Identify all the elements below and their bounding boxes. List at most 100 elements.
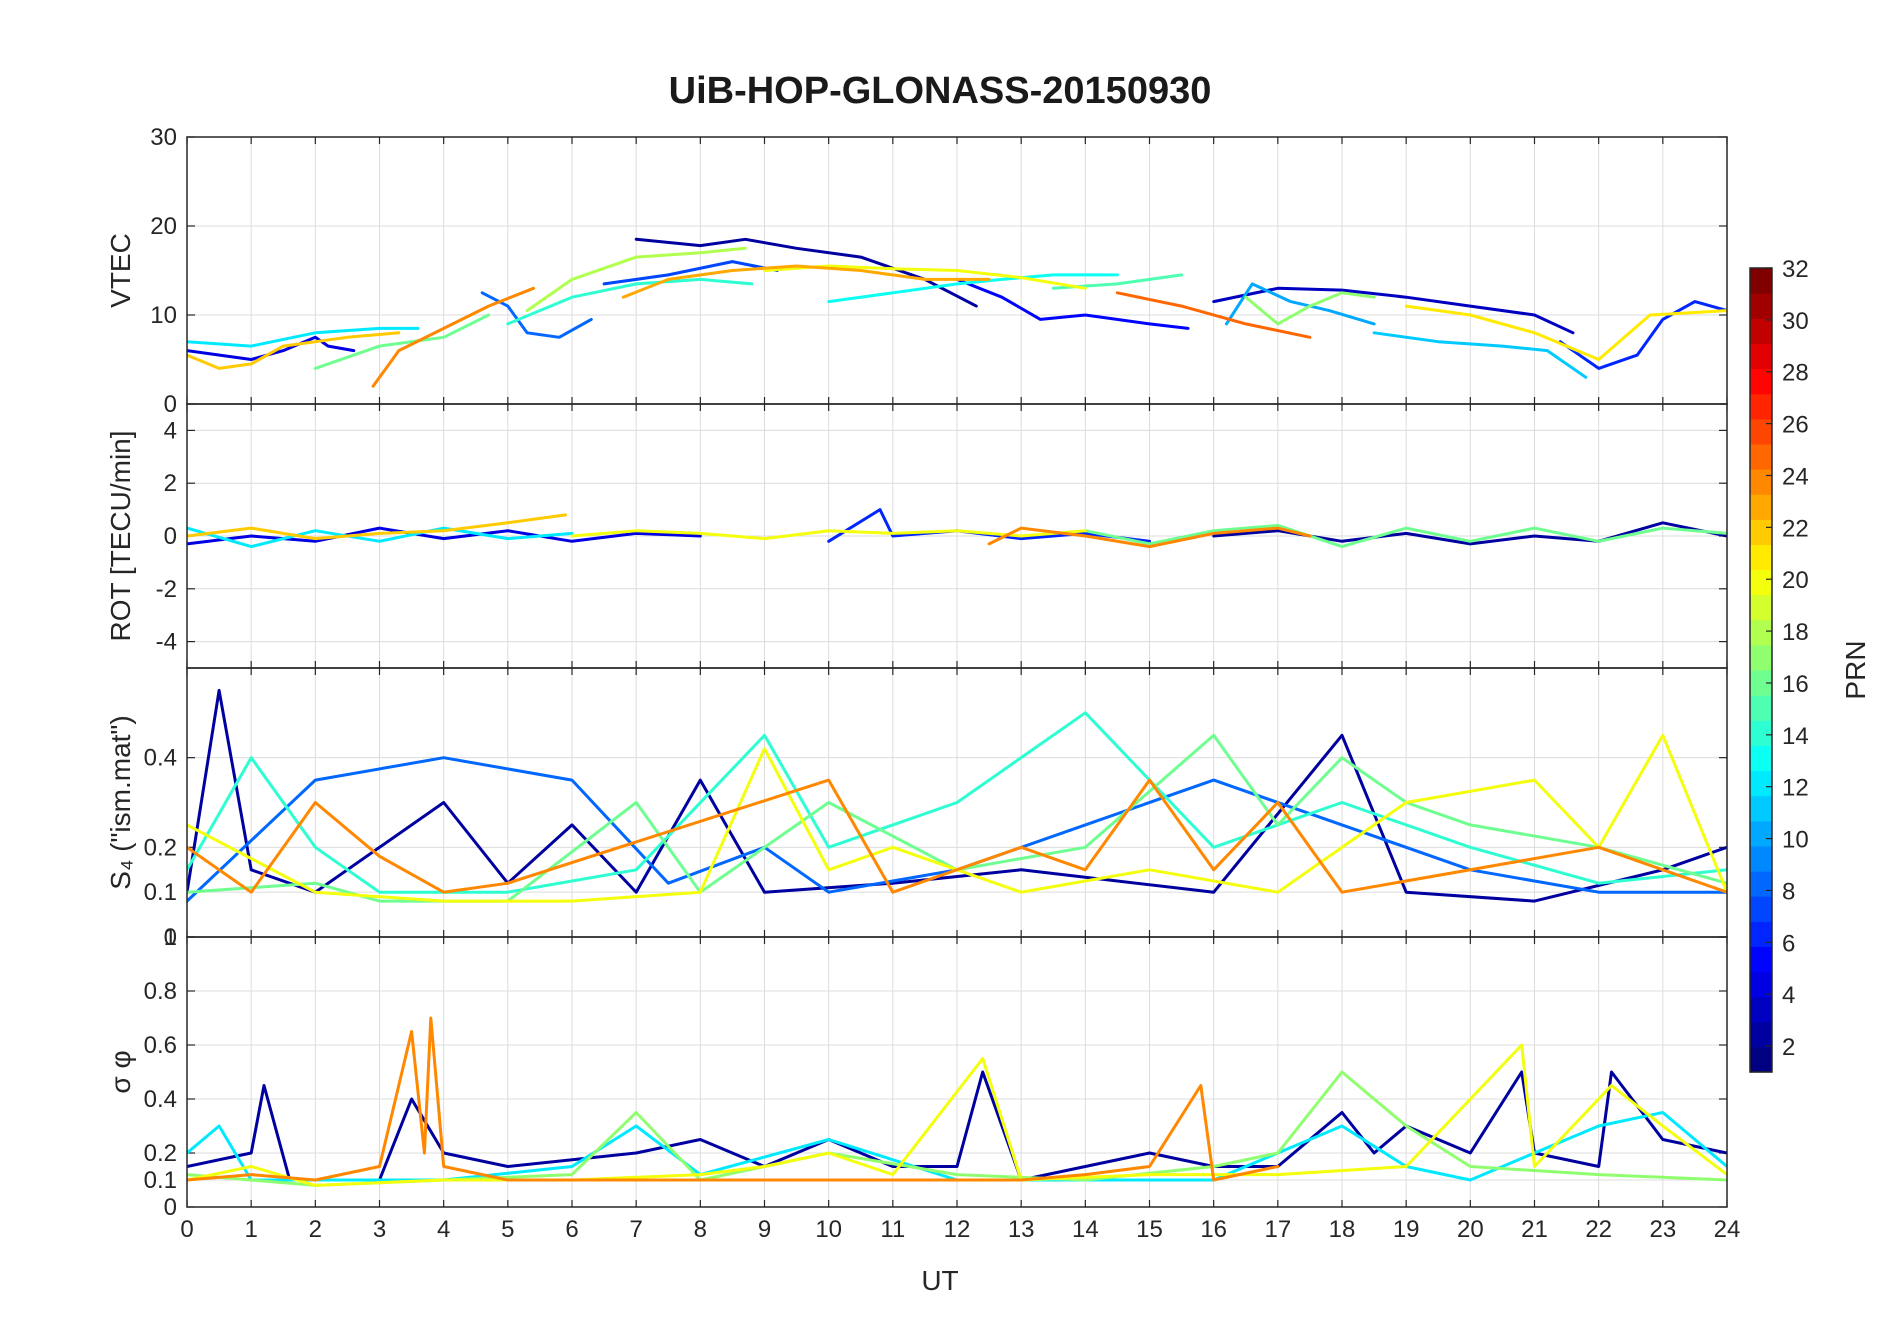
- series-line-prn-23: [621, 264, 991, 299]
- series-group: [187, 237, 1727, 388]
- colorbar-segment: [1750, 594, 1772, 621]
- x-tick-label: 8: [694, 1216, 707, 1243]
- colorbar-tick-label: 30: [1782, 308, 1809, 335]
- y-axis-label: S₄ ("ism.mat"): [105, 715, 136, 889]
- colorbar-segment: [1750, 921, 1772, 947]
- series-line-prn-24: [987, 526, 1312, 549]
- x-tick-label: 24: [1714, 1216, 1741, 1243]
- y-tick-label: 1: [164, 924, 177, 951]
- y-tick-label: 30: [150, 124, 177, 151]
- x-tick-label: 3: [373, 1216, 386, 1243]
- series-line-prn-7: [602, 260, 779, 286]
- colorbar-segment: [1750, 368, 1772, 395]
- colorbar-tick-label: 18: [1782, 619, 1809, 646]
- y-axis-label: ROT [TECU/min]: [105, 430, 136, 641]
- colorbar-label: PRN: [1840, 640, 1871, 699]
- colorbar-tick-label: 4: [1782, 982, 1795, 1009]
- series-group: [187, 508, 1727, 549]
- y-tick-label: 0.1: [144, 879, 177, 906]
- colorbar-segment: [1750, 519, 1772, 545]
- series-line-prn-11: [1372, 331, 1588, 379]
- y-tick-label: 4: [164, 417, 177, 444]
- colorbar-segment: [1750, 343, 1772, 370]
- y-tick-label: 0.6: [144, 1032, 177, 1059]
- y-axis-label: σ φ: [105, 1050, 136, 1093]
- colorbar-segment: [1750, 996, 1772, 1023]
- colorbar-segment: [1750, 469, 1772, 495]
- series-line-prn-8: [187, 756, 1727, 903]
- x-tick-label: 9: [758, 1216, 771, 1243]
- colorbar-segment: [1750, 845, 1772, 872]
- x-tick-label: 15: [1136, 1216, 1163, 1243]
- series-line-prn-24: [187, 1016, 1280, 1182]
- colorbar-tick-label: 20: [1782, 567, 1809, 594]
- panel-1: -4 -2 0 2 4 ROT [TECU/min]: [105, 403, 1728, 669]
- colorbar-segment: [1750, 896, 1772, 922]
- colorbar-tick-label: 22: [1782, 515, 1809, 542]
- series-line-prn-2: [187, 1070, 1727, 1182]
- colorbar-segment: [1750, 293, 1772, 319]
- colorbar-tick-label: 28: [1782, 360, 1809, 387]
- panel-3: 0 1 2 3 4 5 6 7 8 9 10 11 12 13 14 15 16 17 18 19 20 21 22 23 24…: [105, 924, 1740, 1243]
- colorbar-segment: [1750, 670, 1772, 696]
- colorbar-segment: [1750, 1046, 1772, 1073]
- series-line-prn-13: [827, 273, 1119, 304]
- x-tick-label: 20: [1457, 1216, 1484, 1243]
- series-line-prn-24: [371, 286, 535, 388]
- series-line-prn-25: [1115, 291, 1312, 339]
- colorbar-segment: [1750, 745, 1772, 772]
- colorbar-segment: [1750, 619, 1772, 646]
- colorbar-segment: [1750, 795, 1772, 822]
- x-axis-label: UT: [921, 1265, 958, 1296]
- series-line-prn-12: [187, 326, 420, 348]
- colorbar-tick-label: 8: [1782, 878, 1795, 905]
- series-line-prn-17: [1244, 291, 1376, 326]
- series-line-prn-18: [525, 246, 747, 313]
- series-line-prn-16: [1083, 523, 1727, 549]
- x-tick-label: 7: [629, 1216, 642, 1243]
- colorbar-segment: [1750, 946, 1772, 973]
- colorbar-segment: [1750, 770, 1772, 797]
- colorbar-segment: [1750, 971, 1772, 998]
- y-tick-label: 0: [164, 1194, 177, 1221]
- colorbar-segment: [1750, 418, 1772, 445]
- y-tick-label: 0: [164, 391, 177, 418]
- series-line-prn-4: [187, 526, 702, 546]
- y-tick-label: 10: [150, 302, 177, 329]
- panel-frame: [186, 936, 1728, 1208]
- y-tick-label: 0.4: [144, 1086, 177, 1113]
- series-line-prn-12: [187, 526, 574, 549]
- series-line-prn-22: [187, 513, 568, 541]
- colorbar-tick-label: 16: [1782, 671, 1809, 698]
- x-tick-label: 0: [180, 1216, 193, 1243]
- y-tick-label: -2: [156, 576, 177, 603]
- colorbar-segment: [1750, 644, 1772, 671]
- colorbar-segment: [1750, 871, 1772, 897]
- x-tick-label: 14: [1072, 1216, 1099, 1243]
- series-line-prn-20: [570, 529, 1087, 541]
- series-line-prn-5: [955, 277, 1190, 330]
- x-tick-label: 2: [309, 1216, 322, 1243]
- x-tick-label: 1: [244, 1216, 257, 1243]
- colorbar-tick-label: 10: [1782, 827, 1809, 854]
- x-tick-label: 19: [1393, 1216, 1420, 1243]
- y-tick-label: 0: [164, 924, 177, 951]
- series-line-prn-3: [1212, 286, 1575, 335]
- colorbar-frame: [1749, 267, 1773, 1073]
- x-tick-label: 6: [565, 1216, 578, 1243]
- series-line-prn-10: [1225, 282, 1376, 326]
- x-tick-label: 12: [944, 1216, 971, 1243]
- colorbar-segment: [1750, 820, 1772, 847]
- colorbar-segment: [1750, 569, 1772, 596]
- y-axis-label: VTEC: [105, 233, 136, 308]
- colorbar-segment: [1750, 1021, 1772, 1048]
- colorbar-segment: [1750, 318, 1772, 344]
- series-line-prn-16: [313, 313, 491, 370]
- y-tick-label: 0.1: [144, 1167, 177, 1194]
- panel-0: 0 10 20 30 VTEC: [105, 124, 1728, 418]
- colorbar-tick-label: 2: [1782, 1034, 1795, 1061]
